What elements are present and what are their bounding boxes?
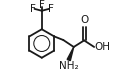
- Text: F: F: [30, 4, 35, 14]
- Text: NH₂: NH₂: [59, 61, 79, 71]
- Text: F: F: [39, 0, 45, 10]
- Polygon shape: [67, 47, 74, 61]
- Text: OH: OH: [95, 42, 111, 52]
- Text: F: F: [48, 4, 54, 14]
- Text: O: O: [80, 15, 88, 25]
